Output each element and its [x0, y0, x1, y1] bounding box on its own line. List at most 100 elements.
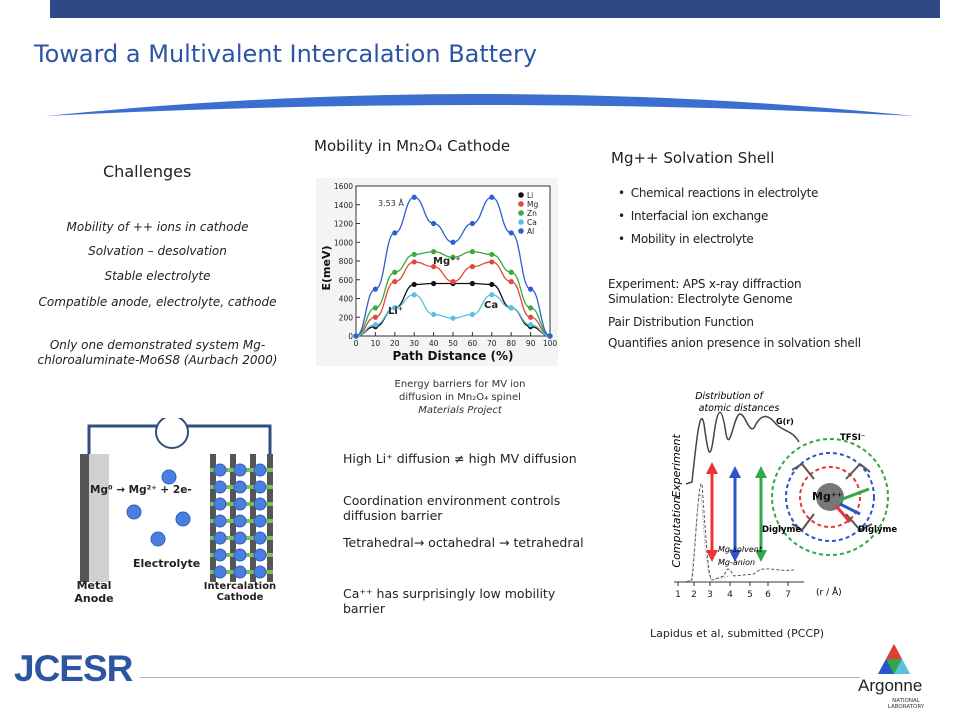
- challenges-heading: Challenges: [103, 162, 192, 181]
- data-point-mg: [372, 314, 378, 320]
- mobility-heading: Mobility in Mn₂O₄ Cathode: [314, 137, 511, 155]
- pdf-x-tick-label: 5: [747, 590, 753, 600]
- cathode-ion: [233, 480, 247, 494]
- cathode-label: Intercalation Cathode: [203, 581, 277, 603]
- experiment-text: Experiment: APS x-ray diffraction: [608, 277, 802, 291]
- x-tick-label: 100: [543, 339, 558, 348]
- y-tick-label: 0: [348, 332, 353, 341]
- ion-label-li: Li⁺: [388, 306, 403, 317]
- quantifies-text: Quantifies anion presence in solvation s…: [608, 336, 861, 350]
- cathode-bar: [250, 454, 256, 582]
- x-tick-label: 90: [526, 339, 536, 348]
- cathode-ion: [253, 514, 267, 528]
- x-tick-label: 50: [448, 339, 458, 348]
- tfsi-label: TFSI⁻: [840, 433, 865, 443]
- cathode-ion: [213, 480, 227, 494]
- data-point-ca: [528, 322, 534, 328]
- pdf-x-tick-label: 3: [707, 590, 713, 600]
- data-point-li: [489, 281, 495, 288]
- y-tick-label: 200: [339, 313, 354, 322]
- data-point-zn: [489, 251, 495, 258]
- data-point-al: [392, 230, 398, 236]
- data-point-mg: [528, 314, 534, 320]
- data-point-al: [431, 220, 437, 227]
- x-tick-label: 20: [390, 339, 400, 348]
- data-point-mg: [469, 264, 475, 270]
- challenge-item: Compatible anode, electrolyte, cathode: [38, 295, 277, 309]
- data-point-ca: [450, 315, 456, 321]
- data-point-al: [469, 220, 475, 227]
- data-point-ca: [372, 322, 378, 328]
- data-point-ca: [411, 292, 417, 298]
- simulation-text: Simulation: Electrolyte Genome: [608, 292, 793, 306]
- footer-divider: [140, 677, 860, 678]
- data-point-zn: [372, 305, 378, 311]
- legend-label-mg: Mg: [527, 200, 538, 209]
- y-tick-label: 800: [339, 257, 354, 266]
- y-tick-label: 1400: [334, 201, 353, 210]
- x-tick-label: 60: [468, 339, 478, 348]
- data-point-mg: [392, 279, 398, 285]
- caption-line: diffusion in Mn₂O₄ spinel: [399, 392, 521, 403]
- electrolyte-label: Electrolyte: [133, 557, 201, 570]
- data-point-al: [411, 194, 417, 200]
- cathode-ion: [233, 565, 247, 579]
- top-banner-bar: [50, 0, 940, 18]
- mobility-point: Coordination environment controls diffus…: [343, 493, 561, 523]
- ion-label-mg: Mg⁺⁺: [433, 256, 461, 267]
- legend-label-li: Li: [527, 191, 533, 200]
- decorative-arc: [46, 94, 914, 116]
- mg-solvent-label: Mg-solvent: [718, 545, 763, 554]
- bullet-item: Mobility in electrolyte: [628, 232, 818, 246]
- caption-source: Materials Project: [418, 405, 502, 416]
- x-tick-label: 10: [371, 339, 381, 348]
- argonne-logo-text: Argonne: [858, 676, 923, 695]
- data-point-zn: [508, 269, 514, 275]
- cathode-ion: [253, 531, 267, 545]
- figure-title-line1: Distribution of: [695, 391, 764, 402]
- data-point-zn: [411, 251, 417, 258]
- page-title: Toward a Multivalent Intercalation Batte…: [34, 40, 538, 68]
- cathode-ion: [253, 497, 267, 511]
- data-point-ca: [508, 305, 514, 311]
- chart-annotation: 3.53 Å: [378, 197, 404, 208]
- pdf-x-tick-label: 7: [785, 590, 791, 600]
- caption-line: Energy barriers for MV ion: [394, 379, 526, 390]
- data-point-li: [469, 280, 475, 287]
- experiment-axis-label: Experiment: [670, 434, 683, 498]
- x-tick-label: 0: [354, 339, 359, 348]
- data-point-ca: [431, 311, 437, 318]
- y-tick-label: 1200: [334, 220, 353, 229]
- mobility-point: Ca⁺⁺ has surprisingly low mobility barri…: [343, 586, 556, 616]
- diglyme-label-left: Diglyme: [762, 525, 801, 535]
- cathode-ion: [233, 548, 247, 562]
- cathode-ion: [233, 463, 247, 477]
- cathode-ion: [213, 463, 227, 477]
- argonne-logo-icon: [878, 644, 910, 674]
- cathode-bar: [267, 454, 273, 582]
- data-point-al: [489, 194, 495, 200]
- cathode-ion: [213, 548, 227, 562]
- data-point-li: [431, 280, 437, 287]
- mg-anion-label: Mg-anion: [718, 558, 755, 567]
- citation: Lapidus et al, submitted (PCCP): [650, 627, 824, 640]
- data-point-zn: [450, 254, 456, 260]
- x-tick-label: 70: [487, 339, 497, 348]
- data-point-ca: [489, 292, 495, 298]
- cathode-ion: [253, 480, 267, 494]
- legend-label-al: Al: [527, 227, 534, 236]
- data-point-mg: [411, 259, 417, 265]
- data-point-zn: [528, 305, 534, 311]
- data-point-zn: [392, 269, 398, 275]
- cathode-ion: [213, 514, 227, 528]
- computation-axis-label: Computation: [670, 496, 683, 567]
- challenge-item: Solvation – desolvation: [88, 244, 227, 258]
- challenge-item: Stable electrolyte: [104, 269, 211, 283]
- chart-caption: Energy barriers for MV ion diffusion in …: [360, 378, 560, 417]
- cathode-ion: [213, 565, 227, 579]
- cathode-ion: [253, 548, 267, 562]
- challenge-item: Mobility of ++ ions in cathode: [66, 220, 249, 234]
- data-point-zn: [469, 249, 475, 255]
- data-point-zn: [431, 249, 437, 255]
